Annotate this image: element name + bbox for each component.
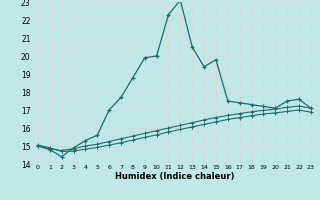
X-axis label: Humidex (Indice chaleur): Humidex (Indice chaleur)	[115, 172, 234, 181]
